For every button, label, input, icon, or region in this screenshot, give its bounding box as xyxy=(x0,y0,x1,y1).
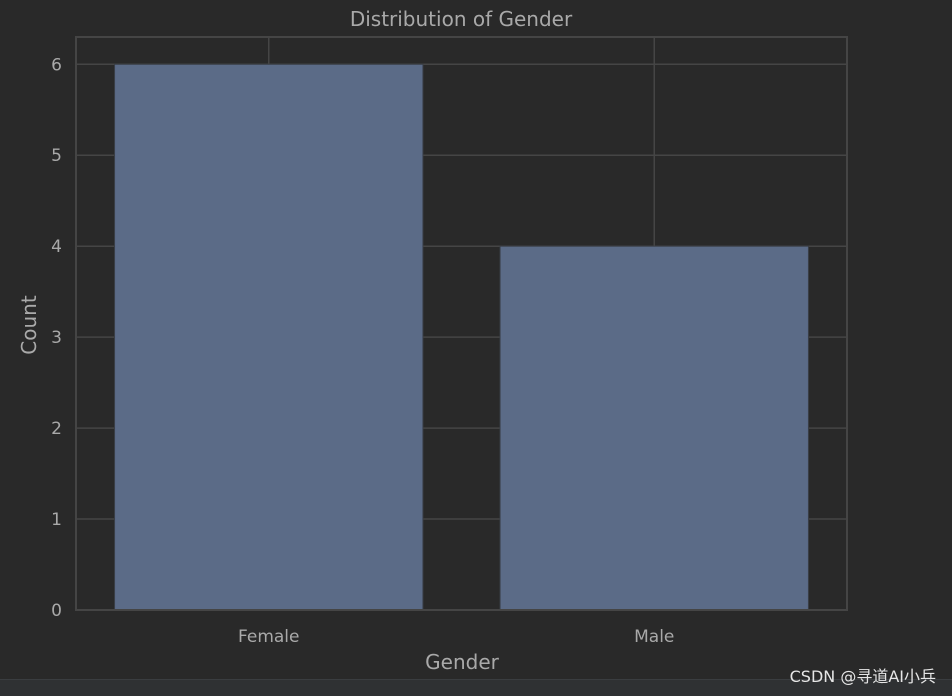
x-tick-labels: Female Male xyxy=(238,627,674,647)
y-tick-label: 0 xyxy=(51,601,62,621)
y-axis-label: Count xyxy=(17,295,41,355)
bar-female xyxy=(114,63,424,611)
y-tick-label: 6 xyxy=(51,55,62,75)
x-tick-label: Male xyxy=(634,627,674,647)
chart-title: Distribution of Gender xyxy=(350,7,573,31)
y-tick-labels: 0 1 2 3 4 5 6 xyxy=(51,55,62,621)
bottom-strip xyxy=(0,679,952,696)
x-axis-label: Gender xyxy=(425,650,499,674)
y-tick-label: 2 xyxy=(51,419,62,439)
x-tick-label: Female xyxy=(238,627,299,647)
bar-chart: 0 1 2 3 4 5 6 Female Male Distribution of Gende… xyxy=(17,7,848,674)
bar-male xyxy=(499,245,809,611)
bars xyxy=(114,63,809,611)
watermark-text: CSDN @寻道AI小兵 xyxy=(789,667,936,686)
plot-frame xyxy=(75,36,848,611)
y-tick-label: 3 xyxy=(51,328,62,348)
y-tick-label: 1 xyxy=(51,510,62,530)
y-tick-label: 5 xyxy=(51,146,62,166)
y-tick-label: 4 xyxy=(51,237,62,257)
